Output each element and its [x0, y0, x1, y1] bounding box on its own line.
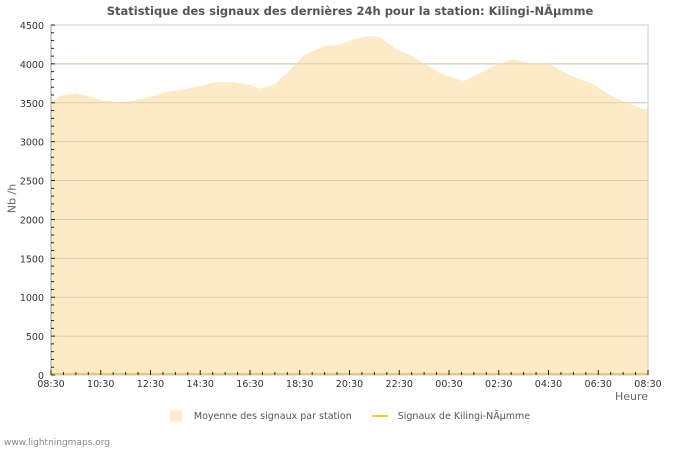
area-swatch-icon — [169, 410, 182, 422]
x-tick-label: 08:30 — [634, 379, 661, 390]
area-series-average — [51, 35, 648, 376]
y-tick-label: 3500 — [20, 99, 44, 110]
y-tick-label: 2500 — [20, 177, 44, 188]
chart-plot: 500 1000 1500 2000 2500 3000 3500 4000 4500 0 08:… — [20, 21, 662, 390]
x-tick-label: 00:30 — [435, 379, 462, 390]
y-axis-ticks: 500 1000 1500 2000 2500 3000 3500 4000 4500 0 — [20, 21, 55, 382]
footer-site-link[interactable]: www.lightningmaps.org — [4, 438, 110, 448]
chart-title: Statistique des signaux des dernières 24… — [106, 4, 594, 18]
x-tick-label: 02:30 — [485, 379, 512, 390]
x-tick-label: 14:30 — [187, 379, 214, 390]
grid-lines-over-area — [51, 24, 648, 337]
y-tick-label: 0 — [38, 371, 44, 382]
x-tick-label: 08:30 — [37, 379, 64, 390]
legend-label-station: Signaux de Kilingi-NÃµmme — [397, 410, 531, 422]
x-tick-label: 20:30 — [336, 379, 363, 390]
legend-item-station: Signaux de Kilingi-NÃµmme — [371, 410, 531, 422]
x-tick-label: 04:30 — [535, 379, 562, 390]
legend-item-average: Moyenne des signaux par station — [169, 410, 352, 422]
y-tick-label: 4000 — [20, 60, 44, 71]
y-tick-label: 3000 — [20, 138, 44, 149]
x-axis-label: Heure — [614, 390, 648, 403]
y-tick-label: 4500 — [20, 21, 44, 32]
y-tick-label: 1500 — [20, 254, 44, 265]
y-tick-label: 1000 — [20, 293, 44, 304]
y-tick-label: 2000 — [20, 215, 44, 226]
x-tick-label: 12:30 — [137, 379, 164, 390]
x-tick-label: 18:30 — [286, 379, 313, 390]
x-axis-ticks: 08:30 10:30 12:30 14:30 16:30 18:30 20:30 22:30… — [37, 370, 662, 390]
x-tick-label: 10:30 — [87, 379, 114, 390]
legend-label-average: Moyenne des signaux par station — [193, 410, 352, 422]
x-tick-label: 16:30 — [236, 379, 263, 390]
x-tick-label: 22:30 — [386, 379, 413, 390]
x-tick-label: 06:30 — [585, 379, 612, 390]
line-swatch-icon — [371, 415, 388, 417]
y-tick-label: 500 — [26, 332, 44, 343]
legend: Moyenne des signaux par station Signaux … — [0, 410, 700, 422]
